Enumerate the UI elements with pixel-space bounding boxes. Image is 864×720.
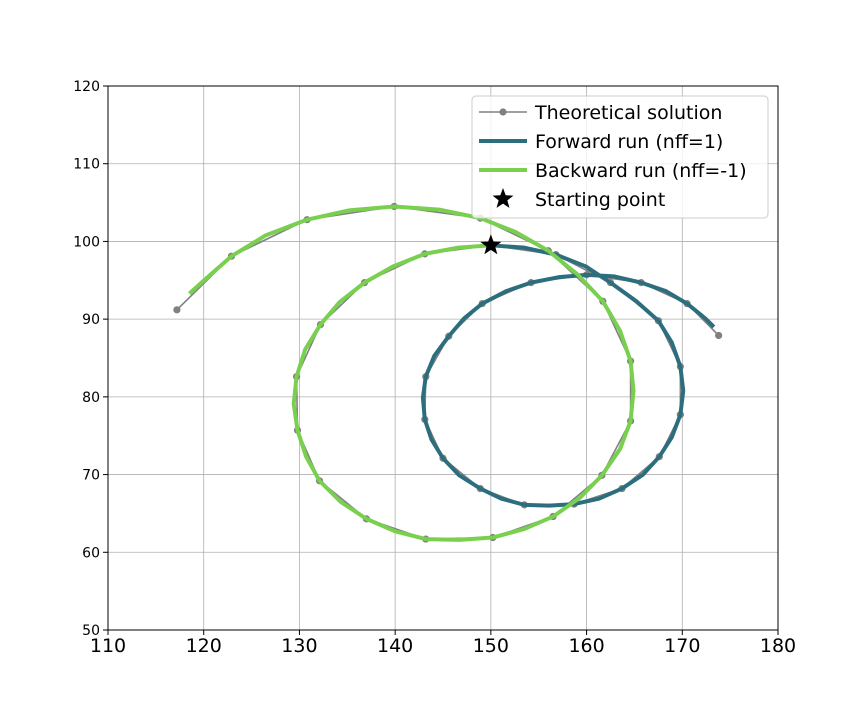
legend-label: Starting point xyxy=(535,189,665,211)
legend-label: Forward run (nff=1) xyxy=(535,131,723,153)
x-tick-label: 170 xyxy=(664,635,700,657)
forward-run-line xyxy=(420,243,716,508)
legend-label: Backward run (nff=-1) xyxy=(535,160,747,182)
series-1 xyxy=(420,243,716,508)
legend-marker-star xyxy=(492,188,514,208)
y-tick-label: 120 xyxy=(73,79,100,95)
x-tick-label: 180 xyxy=(760,635,796,657)
series-3 xyxy=(480,234,502,255)
y-tick-label: 100 xyxy=(73,234,100,250)
legend-marker-theoretical xyxy=(499,108,507,116)
x-tick-label: 140 xyxy=(377,635,413,657)
y-tick-label: 80 xyxy=(82,390,100,406)
x-tick-label: 160 xyxy=(568,635,604,657)
theoretical-solution-point xyxy=(715,331,723,340)
x-tick-label: 110 xyxy=(90,635,126,657)
plot-area xyxy=(173,202,723,543)
x-tick-label: 150 xyxy=(473,635,509,657)
y-tick-label: 90 xyxy=(82,312,100,328)
x-tick-label: 120 xyxy=(186,635,222,657)
legend-box xyxy=(471,95,769,219)
axis-ticks: 110 120 130 140 150 160 170 180 50 60 70 80 90 100 110… xyxy=(73,79,796,657)
starting-point-marker xyxy=(480,234,502,255)
backward-run-line xyxy=(188,204,636,542)
x-tick-label: 130 xyxy=(281,635,317,657)
y-tick-label: 60 xyxy=(82,545,100,561)
series-2 xyxy=(188,204,636,542)
y-tick-label: 110 xyxy=(73,157,100,173)
legend: Theoretical solution Forward run (nff=1) B… xyxy=(471,95,769,219)
theoretical-solution-point xyxy=(173,306,181,314)
legend-label: Theoretical solution xyxy=(534,102,722,124)
y-tick-label: 50 xyxy=(82,623,100,639)
y-tick-label: 70 xyxy=(82,468,100,484)
axes-frame xyxy=(107,85,779,631)
